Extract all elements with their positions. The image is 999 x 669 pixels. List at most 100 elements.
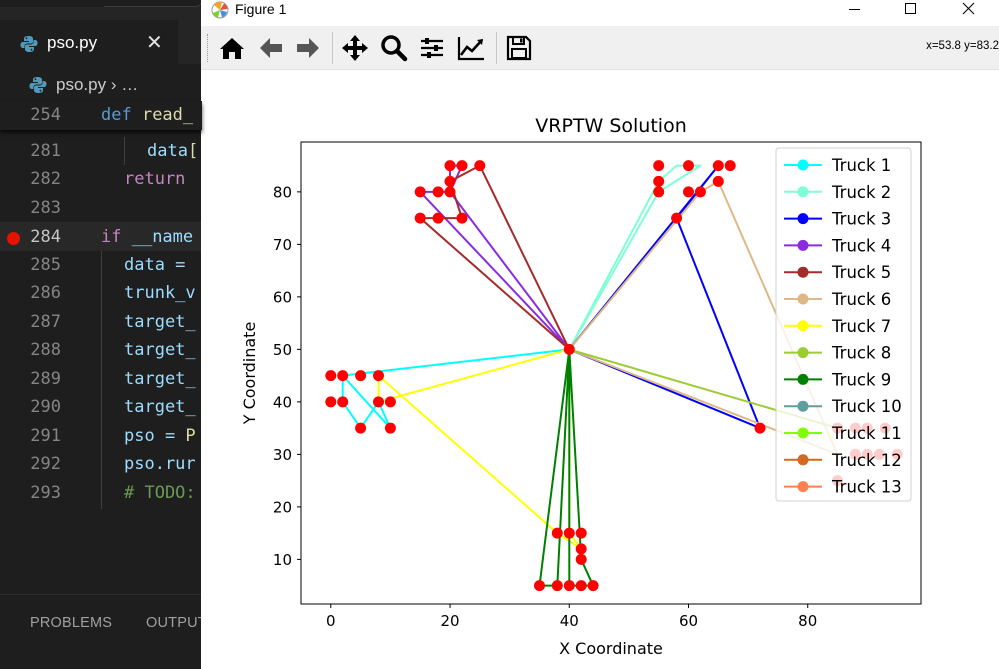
- code-line[interactable]: 287 target_: [0, 308, 202, 337]
- line-number[interactable]: 286: [30, 283, 61, 303]
- customer-point: [683, 186, 694, 198]
- toolbar-separator: [332, 32, 333, 64]
- configure-subplots-icon[interactable]: [416, 32, 448, 64]
- legend-marker: [797, 186, 809, 198]
- code-token: target_: [124, 312, 196, 332]
- customer-point: [456, 160, 468, 172]
- code-line[interactable]: 288 target_: [0, 336, 202, 365]
- line-number[interactable]: 291: [30, 426, 61, 446]
- legend-marker: [797, 400, 809, 412]
- figure-canvas[interactable]: 0 20 40 60 80 10 20 30 40 50 60 70 80 VRPTW Solution X…: [201, 70, 999, 669]
- customer-point: [325, 370, 337, 382]
- minimize-icon[interactable]: [827, 0, 883, 22]
- code-text: # TODO:: [124, 483, 196, 503]
- line-number[interactable]: 288: [30, 340, 61, 360]
- y-tick-label: 30: [273, 446, 292, 464]
- code-line[interactable]: 283: [0, 194, 202, 223]
- line-number[interactable]: 283: [30, 198, 61, 218]
- code-token: [: [187, 141, 199, 161]
- code-line[interactable]: 290 target_: [0, 393, 202, 422]
- customer-point: [444, 186, 456, 198]
- x-tick-label: 0: [326, 612, 336, 630]
- code-line[interactable]: 285 data =: [0, 251, 202, 280]
- breadcrumb-path[interactable]: pso.py › …: [56, 75, 138, 95]
- legend-label: Truck 1: [831, 156, 891, 175]
- code-line[interactable]: 293 # TODO:: [0, 479, 202, 508]
- title-bar-edge: [104, 0, 202, 7]
- axes-frame: [300, 141, 922, 605]
- close-window-icon[interactable]: [941, 0, 997, 22]
- customer-point: [575, 543, 587, 555]
- line-number[interactable]: 292: [30, 454, 61, 474]
- vrptw-chart[interactable]: 0 20 40 60 80 10 20 30 40 50 60 70 80 VRPTW Solution X…: [201, 70, 999, 669]
- close-tab-icon[interactable]: ✕: [146, 30, 163, 54]
- tab-problems[interactable]: PROBLEMS: [30, 615, 113, 631]
- zoom-icon[interactable]: [378, 32, 410, 64]
- y-axis-label: Y Coordinate: [240, 322, 259, 426]
- customer-point: [683, 160, 694, 172]
- pan-icon[interactable]: [339, 32, 371, 64]
- code-token: pso.rur: [124, 454, 196, 474]
- legend-label: Truck 8: [831, 344, 891, 363]
- breadcrumb-symbol[interactable]: › …: [110, 75, 139, 94]
- editor-tab-bar: pso.py ✕: [0, 0, 202, 64]
- code-token: __name: [131, 227, 194, 247]
- edit-axis-icon[interactable]: [455, 32, 487, 64]
- line-number[interactable]: 289: [30, 369, 61, 389]
- code-line[interactable]: 291 pso = P: [0, 422, 202, 451]
- code-line[interactable]: 281 data[: [0, 137, 202, 166]
- customer-point: [575, 527, 587, 539]
- line-number[interactable]: 281: [30, 141, 61, 161]
- line-number[interactable]: 282: [30, 169, 61, 189]
- code-text: target_: [124, 340, 196, 360]
- legend: Truck 1 Truck 2 Truck 3 Truck 4 Truck 5 Truck…: [775, 147, 912, 502]
- line-number[interactable]: 293: [30, 483, 61, 503]
- code-token: trunk_v: [124, 283, 196, 303]
- tab-bar-top-strip: [0, 0, 202, 7]
- legend-marker: [797, 481, 809, 493]
- code-text: pso.rur: [124, 454, 196, 474]
- line-number[interactable]: 284: [30, 227, 61, 247]
- bottom-panel-tabs: PROBLEMS OUTPUT: [0, 594, 207, 669]
- tab-pso-py[interactable]: pso.py ✕: [0, 20, 178, 64]
- customer-point: [575, 580, 587, 592]
- code-text: if __name: [101, 227, 193, 247]
- forward-arrow-icon[interactable]: [292, 32, 324, 64]
- code-line[interactable]: 282 return: [0, 165, 202, 194]
- code-token: return: [124, 169, 196, 189]
- code-line[interactable]: 254 def read_: [0, 101, 202, 130]
- home-icon[interactable]: [216, 32, 248, 64]
- window-title: Figure 1: [235, 1, 287, 17]
- window-title-bar[interactable]: Figure 1: [201, 0, 999, 26]
- line-number[interactable]: 285: [30, 255, 61, 275]
- line-number[interactable]: 254: [30, 105, 61, 125]
- indent-guide: [101, 251, 102, 509]
- code-line[interactable]: 286 trunk_v: [0, 279, 202, 308]
- customer-point: [373, 370, 384, 382]
- y-tick-label: 20: [273, 498, 292, 516]
- customer-point: [474, 160, 486, 172]
- y-tick-label: 10: [273, 551, 292, 569]
- customer-point: [414, 212, 426, 224]
- code-token: target_: [124, 397, 196, 417]
- customer-point: [563, 527, 575, 539]
- code-line[interactable]: 284 if __name: [0, 222, 202, 251]
- code-token: # TODO:: [124, 483, 196, 503]
- line-number[interactable]: 287: [30, 312, 61, 332]
- code-line[interactable]: 292 pso.rur: [0, 450, 202, 479]
- tab-output[interactable]: OUTPUT: [146, 615, 207, 631]
- toolbar-grip[interactable]: [207, 34, 209, 62]
- y-tick-label: 40: [273, 393, 292, 411]
- customer-point: [754, 422, 766, 434]
- customer-point: [724, 160, 736, 172]
- save-icon[interactable]: [503, 32, 535, 64]
- legend-marker: [797, 373, 809, 385]
- matplotlib-app-icon: [210, 0, 230, 24]
- breadcrumb-file[interactable]: pso.py: [56, 75, 107, 94]
- maximize-icon[interactable]: [883, 0, 939, 22]
- back-arrow-icon[interactable]: [255, 32, 287, 64]
- code-line[interactable]: 289 target_: [0, 365, 202, 394]
- customer-point: [432, 186, 444, 198]
- line-number[interactable]: 290: [30, 397, 61, 417]
- breakpoint-icon[interactable]: [7, 232, 20, 245]
